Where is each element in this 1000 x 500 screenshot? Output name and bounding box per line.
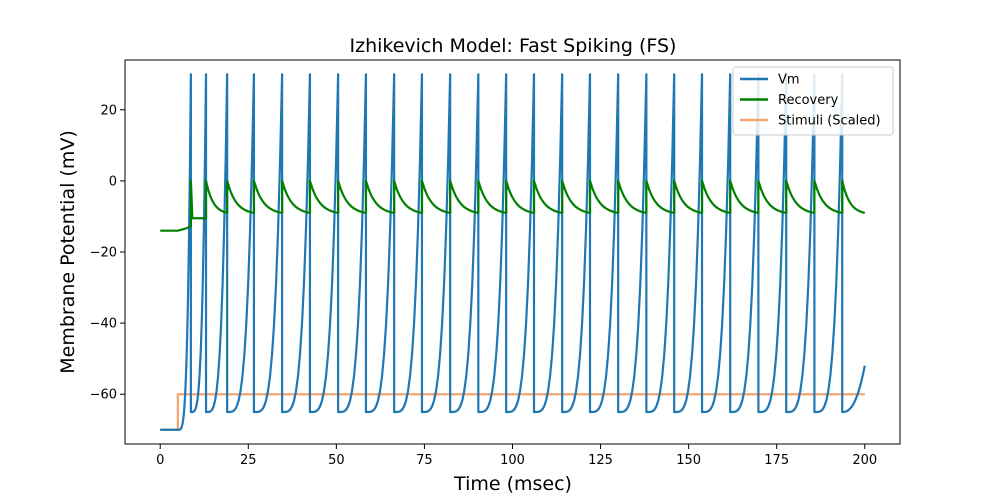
y-tick-label: −20 [90, 246, 117, 261]
x-tick-label: 175 [764, 453, 789, 468]
x-axis-label: Time (msec) [453, 473, 572, 495]
legend: Vm Recovery Stimuli (Scaled) [732, 66, 894, 136]
series-line-vm [160, 73, 866, 431]
x-tick-label: 25 [240, 453, 257, 468]
y-tick-label: −40 [90, 317, 117, 332]
legend-label-stimuli: Stimuli (Scaled) [778, 114, 881, 129]
x-tick-label: 125 [588, 453, 613, 468]
x-tick-label: 0 [156, 453, 164, 468]
x-tick-label: 50 [328, 453, 345, 468]
x-axis: 0 25 50 75 100 125 150 175 200 [156, 444, 877, 468]
legend-frame [732, 66, 894, 136]
y-tick-label: 20 [100, 103, 117, 118]
chart-title: Izhikevich Model: Fast Spiking (FS) [350, 35, 677, 57]
x-tick-label: 150 [676, 453, 701, 468]
legend-label-vm: Vm [778, 73, 800, 88]
legend-label-recovery: Recovery [778, 93, 839, 108]
series-line-recovery [160, 179, 866, 232]
y-axis-label: Membrane Potential (mV) [57, 130, 79, 373]
y-axis: −60 −40 −20 0 20 [90, 103, 125, 403]
y-tick-label: 0 [109, 174, 117, 189]
y-tick-label: −60 [90, 388, 117, 403]
x-tick-label: 75 [416, 453, 433, 468]
x-tick-label: 100 [500, 453, 525, 468]
x-tick-label: 200 [852, 453, 877, 468]
